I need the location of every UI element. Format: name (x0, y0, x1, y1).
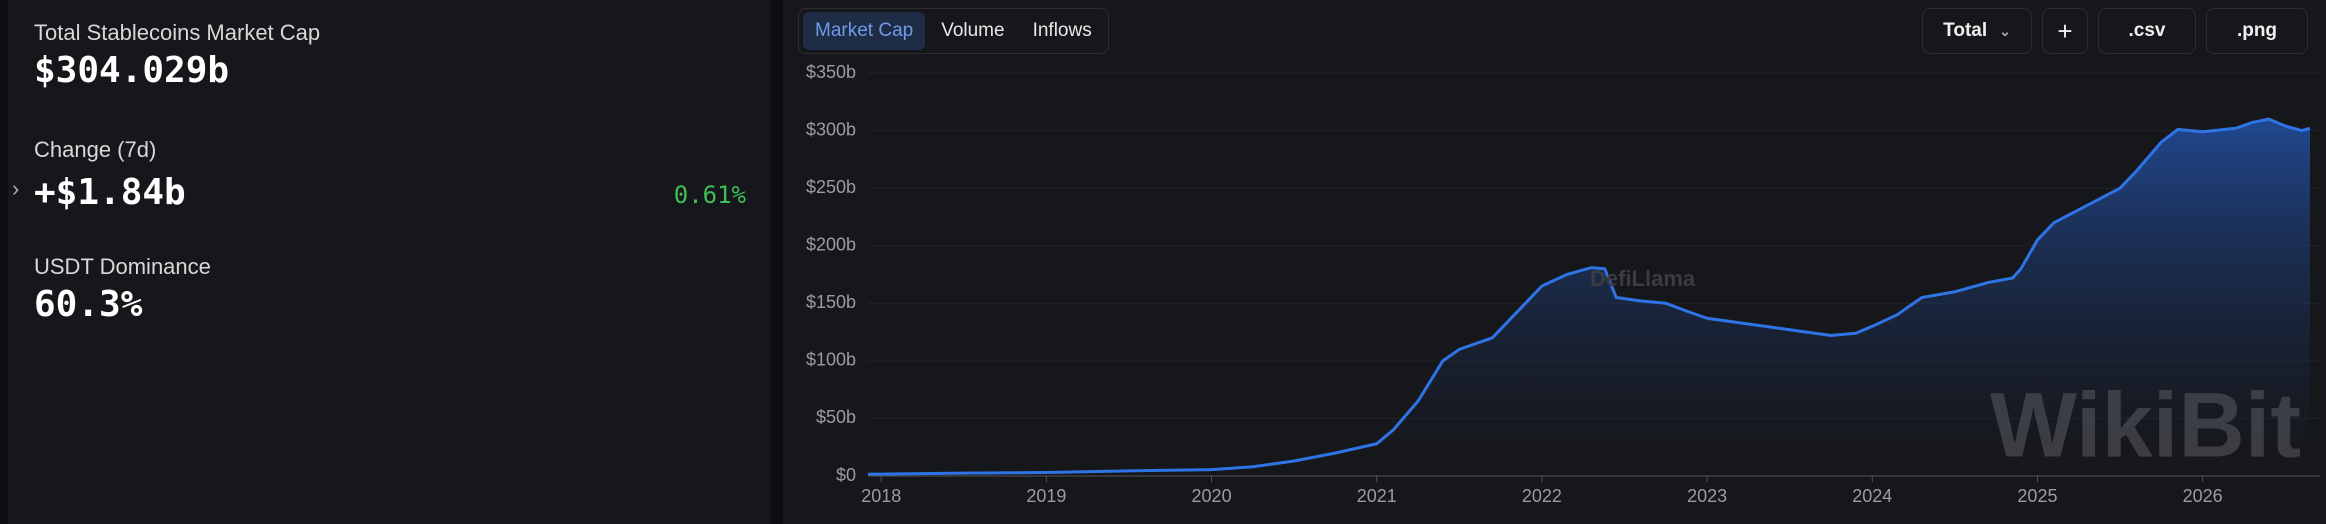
y-tick-label: $250b (806, 177, 856, 197)
tab[interactable]: Inflows (1032, 20, 1092, 41)
y-tick-label: $150b (806, 292, 856, 312)
x-tick-label: 2021 (1357, 486, 1397, 506)
y-tick-label: $50b (816, 407, 856, 427)
y-tick-label: $350b (806, 62, 856, 82)
change-percent: 0.61% (673, 181, 746, 209)
x-tick-label: 2023 (1687, 486, 1727, 506)
y-tick-label: $100b (806, 350, 856, 370)
y-tick-label: $0 (836, 465, 856, 485)
x-tick-label: 2025 (2017, 486, 2057, 506)
stat-label: Total Stablecoins Market Cap (34, 20, 321, 45)
x-tick-label: 2020 (1192, 486, 1232, 506)
csv-button[interactable]: .csv (2098, 8, 2196, 54)
total-dropdown[interactable]: Total ⌄ (1922, 8, 2032, 54)
tab-group: Market Cap Volume Inflows (798, 8, 1109, 54)
png-button[interactable]: .png (2206, 8, 2308, 54)
stat-value: $304.029b (34, 50, 230, 91)
line (867, 117, 2311, 476)
stat-label: Change (7d) (34, 137, 157, 162)
expand-icon[interactable]: › (12, 176, 20, 201)
x-tick-label: 2019 (1026, 486, 1066, 506)
tab[interactable]: Volume (941, 20, 1005, 41)
stat-label: USDT Dominance (34, 254, 211, 279)
x-tick-label: 2018 (861, 486, 901, 506)
x-tick-label: 2022 (1522, 486, 1562, 506)
area (868, 119, 2310, 477)
y-tick-label: $300b (806, 119, 856, 139)
watermark: WikiBit (1990, 374, 2301, 476)
stat-value: 60.3% (34, 284, 143, 325)
add-button[interactable]: + (2042, 8, 2088, 54)
y-tick-label: $200b (806, 234, 856, 254)
x-tick-label: 2026 (2183, 486, 2223, 506)
stat-value: +$1.84b (34, 172, 186, 213)
stats-panel: Total Stablecoins Market Cap $304.029b ›… (8, 0, 770, 524)
watermark: DefiLlama (1590, 266, 1696, 291)
x-tick-label: 2024 (1852, 486, 1892, 506)
button-label: Total (1943, 20, 1988, 41)
tab[interactable]: Market Cap (803, 12, 926, 50)
